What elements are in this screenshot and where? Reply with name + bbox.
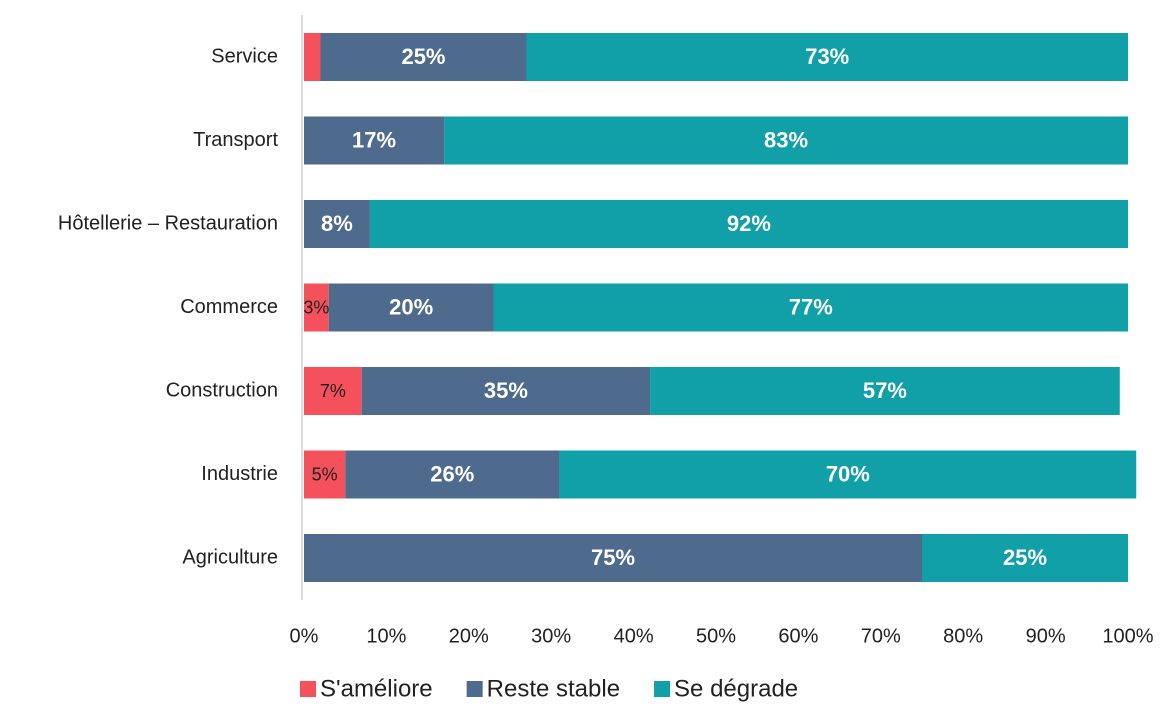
data-label: 73% [805, 44, 849, 69]
bar-segment [345, 450, 560, 499]
x-tick-label: 80% [943, 625, 983, 647]
bar-segment [304, 367, 362, 415]
data-label: 35% [484, 378, 528, 403]
data-label: 7% [320, 381, 346, 401]
x-tick-label: 10% [366, 625, 406, 647]
data-label: 17% [352, 127, 396, 152]
data-label: 25% [401, 44, 445, 69]
data-label: 8% [321, 211, 353, 236]
data-label: 83% [764, 127, 808, 152]
data-label: 57% [863, 378, 907, 403]
bar-segment [304, 283, 329, 332]
legend-swatch [300, 681, 316, 697]
bar-segment [361, 367, 651, 415]
category-label: Hôtellerie – Restauration [58, 212, 278, 234]
bar-segment [304, 116, 445, 165]
x-tick-label: 60% [778, 625, 818, 647]
data-label: 26% [430, 461, 474, 486]
data-label: 5% [312, 464, 338, 484]
category-label: Transport [193, 129, 278, 151]
legend-label: S'améliore [320, 675, 433, 702]
bar-segment [320, 33, 527, 81]
bar-segment [304, 33, 321, 81]
legend-label: Se dégrade [674, 675, 798, 702]
bar-segment [526, 33, 1128, 81]
x-tick-label: 20% [449, 625, 489, 647]
bar-segment [650, 367, 1120, 415]
data-label: 3% [303, 297, 329, 317]
legend-label: Reste stable [487, 675, 620, 702]
data-label: 77% [789, 294, 833, 319]
bar-segment [304, 534, 922, 582]
category-label: Service [211, 45, 278, 67]
category-label: Commerce [180, 296, 278, 318]
bar-segment [922, 534, 1128, 582]
bar-segment [304, 200, 370, 248]
legend-swatch [466, 681, 483, 697]
x-tick-label: 40% [614, 625, 654, 647]
x-tick-label: 100% [1102, 625, 1153, 647]
bar-segment [304, 450, 346, 499]
x-tick-label: 0% [290, 625, 319, 647]
x-tick-label: 30% [531, 625, 571, 647]
x-tick-label: 90% [1026, 625, 1066, 647]
bar-segment [559, 450, 1137, 499]
data-label: 75% [591, 545, 635, 570]
data-label: 92% [727, 211, 771, 236]
category-label: Agriculture [182, 546, 278, 568]
category-label: Construction [166, 379, 278, 401]
bar-segment [369, 200, 1128, 248]
category-label: Industrie [201, 463, 278, 485]
bar-segment [444, 116, 1129, 165]
data-label: 20% [389, 294, 433, 319]
x-tick-label: 70% [861, 625, 901, 647]
data-label: 70% [826, 461, 870, 486]
data-label: 25% [1003, 545, 1047, 570]
x-tick-label: 50% [696, 625, 736, 647]
legend-swatch [654, 681, 671, 697]
bar-segment [328, 283, 494, 332]
bar-segment [493, 283, 1128, 332]
